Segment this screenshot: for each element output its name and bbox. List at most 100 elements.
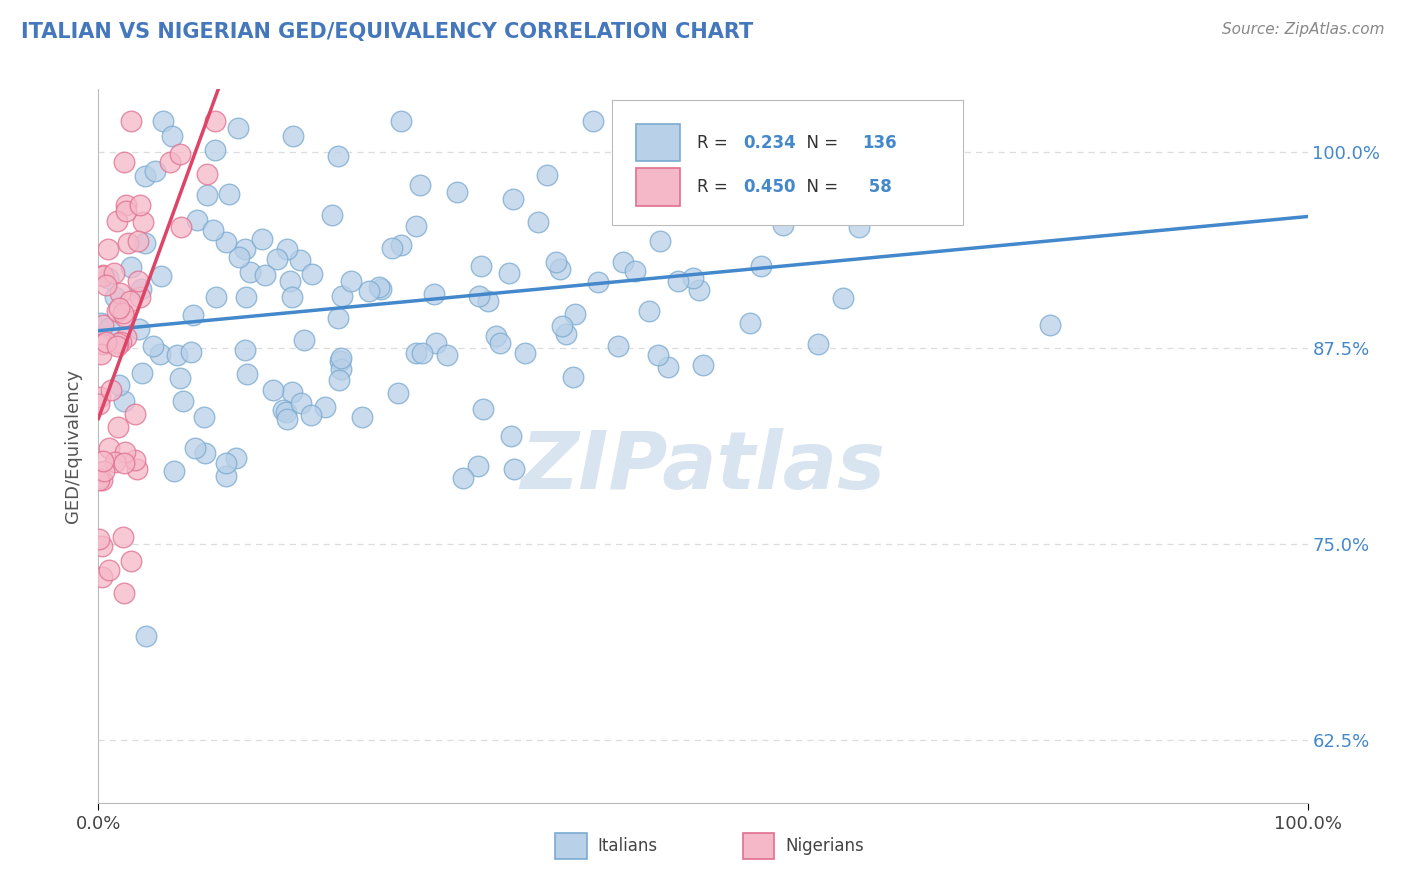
Point bbox=[647, 348, 669, 362]
Point bbox=[149, 346, 172, 360]
FancyBboxPatch shape bbox=[613, 100, 963, 225]
Point bbox=[135, 629, 157, 643]
Point bbox=[128, 322, 150, 336]
Point bbox=[357, 284, 380, 298]
Point bbox=[129, 290, 152, 304]
Point bbox=[193, 410, 215, 425]
Point bbox=[468, 289, 491, 303]
Point bbox=[292, 333, 315, 347]
Point bbox=[352, 410, 374, 425]
Point bbox=[381, 241, 404, 255]
Point bbox=[328, 149, 350, 163]
Point bbox=[848, 220, 870, 235]
Point bbox=[90, 316, 112, 330]
Text: 0.234: 0.234 bbox=[742, 134, 796, 152]
Point bbox=[204, 113, 226, 128]
Point bbox=[142, 339, 165, 353]
Point bbox=[110, 286, 132, 301]
Point bbox=[105, 214, 128, 228]
Point bbox=[763, 113, 786, 128]
Point bbox=[134, 169, 156, 183]
Point bbox=[225, 451, 247, 466]
Point bbox=[555, 327, 578, 342]
Point bbox=[107, 378, 129, 392]
Point bbox=[627, 175, 650, 189]
Point bbox=[405, 346, 427, 360]
Point bbox=[1039, 318, 1062, 332]
Point bbox=[411, 346, 433, 360]
Point bbox=[91, 268, 114, 282]
Point bbox=[254, 268, 277, 282]
Point bbox=[422, 287, 444, 301]
Point bbox=[672, 113, 695, 128]
Point bbox=[314, 400, 336, 414]
Point bbox=[561, 369, 583, 384]
Text: R =: R = bbox=[697, 134, 733, 152]
Point bbox=[204, 143, 226, 157]
Point bbox=[98, 320, 121, 334]
Point bbox=[107, 420, 129, 434]
Point bbox=[235, 290, 257, 304]
Point bbox=[91, 570, 114, 584]
Point bbox=[194, 446, 217, 460]
Point bbox=[806, 171, 828, 186]
Point bbox=[228, 250, 250, 264]
Point bbox=[120, 554, 142, 568]
Point bbox=[96, 271, 118, 285]
Point bbox=[112, 586, 135, 600]
Point bbox=[276, 242, 298, 256]
Point bbox=[87, 533, 110, 547]
Point bbox=[129, 198, 152, 212]
Point bbox=[825, 113, 848, 128]
Point bbox=[87, 473, 110, 487]
Point bbox=[115, 198, 138, 212]
Point bbox=[111, 530, 134, 544]
Point bbox=[389, 113, 412, 128]
Point bbox=[172, 394, 194, 409]
Point bbox=[551, 319, 574, 334]
FancyBboxPatch shape bbox=[637, 169, 681, 205]
FancyBboxPatch shape bbox=[742, 833, 775, 859]
Point bbox=[125, 462, 148, 476]
Point bbox=[498, 266, 520, 280]
Point bbox=[93, 464, 115, 478]
Point bbox=[446, 185, 468, 199]
Point bbox=[186, 213, 208, 227]
Text: ITALIAN VS NIGERIAN GED/EQUIVALENCY CORRELATION CHART: ITALIAN VS NIGERIAN GED/EQUIVALENCY CORR… bbox=[21, 22, 754, 42]
Point bbox=[91, 336, 114, 351]
Point bbox=[301, 267, 323, 281]
Point bbox=[97, 564, 120, 578]
Point bbox=[278, 274, 301, 288]
Point bbox=[110, 334, 132, 349]
Point bbox=[104, 290, 127, 304]
Text: 58: 58 bbox=[863, 178, 891, 196]
Point bbox=[93, 454, 115, 468]
Point bbox=[215, 456, 238, 470]
Point bbox=[266, 252, 288, 266]
Point bbox=[650, 234, 672, 248]
Point bbox=[197, 167, 219, 181]
Text: R =: R = bbox=[697, 178, 733, 196]
Point bbox=[682, 270, 704, 285]
Point bbox=[250, 231, 273, 245]
Point bbox=[120, 113, 142, 128]
Point bbox=[425, 335, 447, 350]
Point bbox=[340, 274, 363, 288]
Point bbox=[367, 280, 389, 294]
Point bbox=[184, 441, 207, 455]
Point bbox=[485, 329, 508, 343]
Point bbox=[233, 343, 256, 358]
Point bbox=[98, 441, 121, 455]
Point bbox=[131, 367, 153, 381]
Point bbox=[280, 385, 302, 400]
Point bbox=[239, 265, 262, 279]
Point bbox=[330, 288, 353, 302]
Point bbox=[89, 397, 111, 411]
Point bbox=[274, 405, 297, 419]
Text: Nigerians: Nigerians bbox=[785, 837, 863, 855]
Point bbox=[170, 220, 193, 235]
Point bbox=[299, 408, 322, 422]
Point bbox=[692, 359, 714, 373]
Text: ZIPatlas: ZIPatlas bbox=[520, 428, 886, 507]
Point bbox=[515, 346, 537, 360]
